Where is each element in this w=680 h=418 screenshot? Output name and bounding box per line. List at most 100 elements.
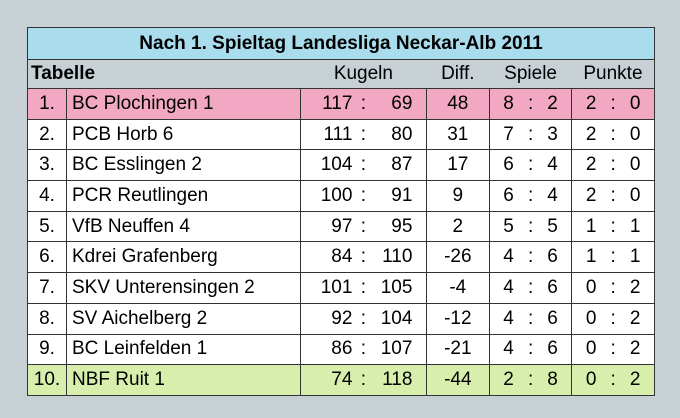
- table-title: Nach 1. Spieltag Landesliga Neckar-Alb 2…: [27, 27, 655, 60]
- spiele-value: 6: [503, 154, 514, 176]
- punkte-value: 2: [629, 338, 641, 360]
- punkte-value: 1: [585, 215, 597, 237]
- team-cell: PCR Reutlingen: [66, 180, 301, 212]
- separator: :: [360, 338, 367, 360]
- separator: :: [610, 215, 616, 237]
- diff-cell: -12: [425, 302, 490, 335]
- rank-cell: 2.: [27, 118, 67, 151]
- rank-cell: 9.: [27, 333, 67, 366]
- spiele-cell: 8:2: [488, 88, 573, 120]
- diff-cell: 2: [425, 210, 490, 243]
- separator: :: [610, 246, 616, 268]
- kugeln-cell: 101:105: [300, 272, 427, 304]
- punkte-cell: 2:0: [571, 180, 655, 212]
- kugeln-value: 117: [322, 92, 353, 114]
- kugeln-value: 104: [380, 307, 413, 329]
- team-cell: SKV Unterensingen 2: [66, 272, 301, 304]
- separator: :: [360, 307, 367, 329]
- punkte-value: 0: [629, 184, 641, 206]
- punkte-cell: 2:0: [571, 88, 655, 120]
- kugeln-cell: 100: 91: [300, 180, 427, 212]
- kugeln-value: 111: [323, 123, 353, 145]
- diff-cell: -21: [425, 333, 490, 366]
- punkte-cell: 2:0: [571, 118, 655, 151]
- kugeln-cell: 84:110: [300, 241, 427, 274]
- spiele-value: 6: [547, 276, 558, 298]
- separator: :: [527, 246, 534, 268]
- separator: :: [527, 184, 534, 206]
- header-cell: Diff.: [426, 59, 490, 89]
- table-row: 10. NBF Ruit 1 74:118 -44 2:8 0:2: [27, 364, 655, 396]
- spiele-value: 8: [547, 369, 558, 391]
- kugeln-value: 92: [331, 307, 353, 329]
- team-cell: PCB Horb 6: [66, 118, 301, 151]
- spiele-value: 4: [547, 154, 558, 176]
- kugeln-value: 100: [320, 184, 353, 206]
- spiele-value: 8: [503, 92, 514, 114]
- spiele-cell: 6:4: [488, 149, 573, 182]
- team-cell: SV Aichelberg 2: [66, 302, 301, 335]
- spiele-cell: 2:8: [488, 364, 573, 396]
- punkte-value: 0: [585, 307, 597, 329]
- table-body: Nach 1. Spieltag Landesliga Neckar-Alb 2…: [27, 27, 655, 396]
- spiele-cell: 4:6: [488, 272, 573, 304]
- title-row: Nach 1. Spieltag Landesliga Neckar-Alb 2…: [27, 27, 655, 60]
- separator: :: [610, 92, 616, 114]
- separator: :: [610, 276, 616, 298]
- spiele-cell: 4:6: [488, 241, 573, 274]
- team-cell: Kdrei Grafenberg: [66, 241, 301, 274]
- separator: :: [527, 154, 534, 176]
- punkte-value: 2: [585, 123, 597, 145]
- spiele-value: 5: [503, 215, 514, 237]
- header-cell: Tabelle: [27, 59, 301, 89]
- diff-cell: 31: [425, 118, 490, 151]
- separator: :: [610, 307, 616, 329]
- rank-cell: 6.: [27, 241, 67, 274]
- team-cell: NBF Ruit 1: [66, 364, 301, 396]
- spiele-value: 6: [547, 307, 558, 329]
- punkte-value: 2: [629, 369, 641, 391]
- header-cell: Punkte: [571, 59, 655, 89]
- rank-cell: 4.: [27, 180, 67, 212]
- punkte-cell: 1:1: [571, 241, 655, 274]
- separator: :: [610, 123, 616, 145]
- punkte-value: 0: [585, 369, 597, 391]
- spiele-value: 4: [503, 307, 514, 329]
- separator: :: [360, 215, 367, 237]
- punkte-value: 2: [629, 307, 641, 329]
- spiele-cell: 7:3: [488, 118, 573, 151]
- kugeln-cell: 92:104: [300, 302, 427, 335]
- kugeln-value: 110: [382, 246, 413, 268]
- punkte-cell: 2:0: [571, 149, 655, 182]
- table-row: 1. BC Plochingen 1 117:69 48 8:2 2:0: [27, 88, 655, 120]
- kugeln-value: 86: [331, 338, 353, 360]
- kugeln-value: 107: [380, 338, 413, 360]
- punkte-value: 1: [585, 246, 597, 268]
- separator: :: [360, 123, 367, 145]
- punkte-value: 0: [629, 123, 641, 145]
- separator: :: [360, 154, 367, 176]
- spiele-value: 4: [503, 276, 514, 298]
- separator: :: [360, 276, 367, 298]
- separator: :: [360, 92, 367, 114]
- header-row: Tabelle Kugeln Diff. Spiele Punkte: [27, 59, 655, 89]
- kugeln-value: 84: [331, 246, 353, 268]
- rank-cell: 3.: [27, 149, 67, 182]
- kugeln-value: 101: [320, 276, 353, 298]
- separator: :: [360, 369, 367, 391]
- rank-cell: 1.: [27, 88, 67, 120]
- separator: :: [360, 246, 367, 268]
- spiele-value: 5: [547, 215, 558, 237]
- kugeln-cell: 86:107: [300, 333, 427, 366]
- kugeln-value: 104: [320, 154, 353, 176]
- kugeln-value: 80: [391, 123, 413, 145]
- spiele-value: 3: [547, 123, 558, 145]
- diff-cell: 9: [425, 180, 490, 212]
- team-cell: BC Plochingen 1: [66, 88, 301, 120]
- team-cell: VfB Neuffen 4: [66, 210, 301, 243]
- table-row: 4. PCR Reutlingen 100:91 9 6:4 2:0: [27, 180, 655, 212]
- separator: :: [527, 307, 534, 329]
- table-row: 7. SKV Unterensingen 2 101:105 -4 4:6 0:2: [27, 272, 655, 304]
- diff-cell: -44: [425, 364, 490, 396]
